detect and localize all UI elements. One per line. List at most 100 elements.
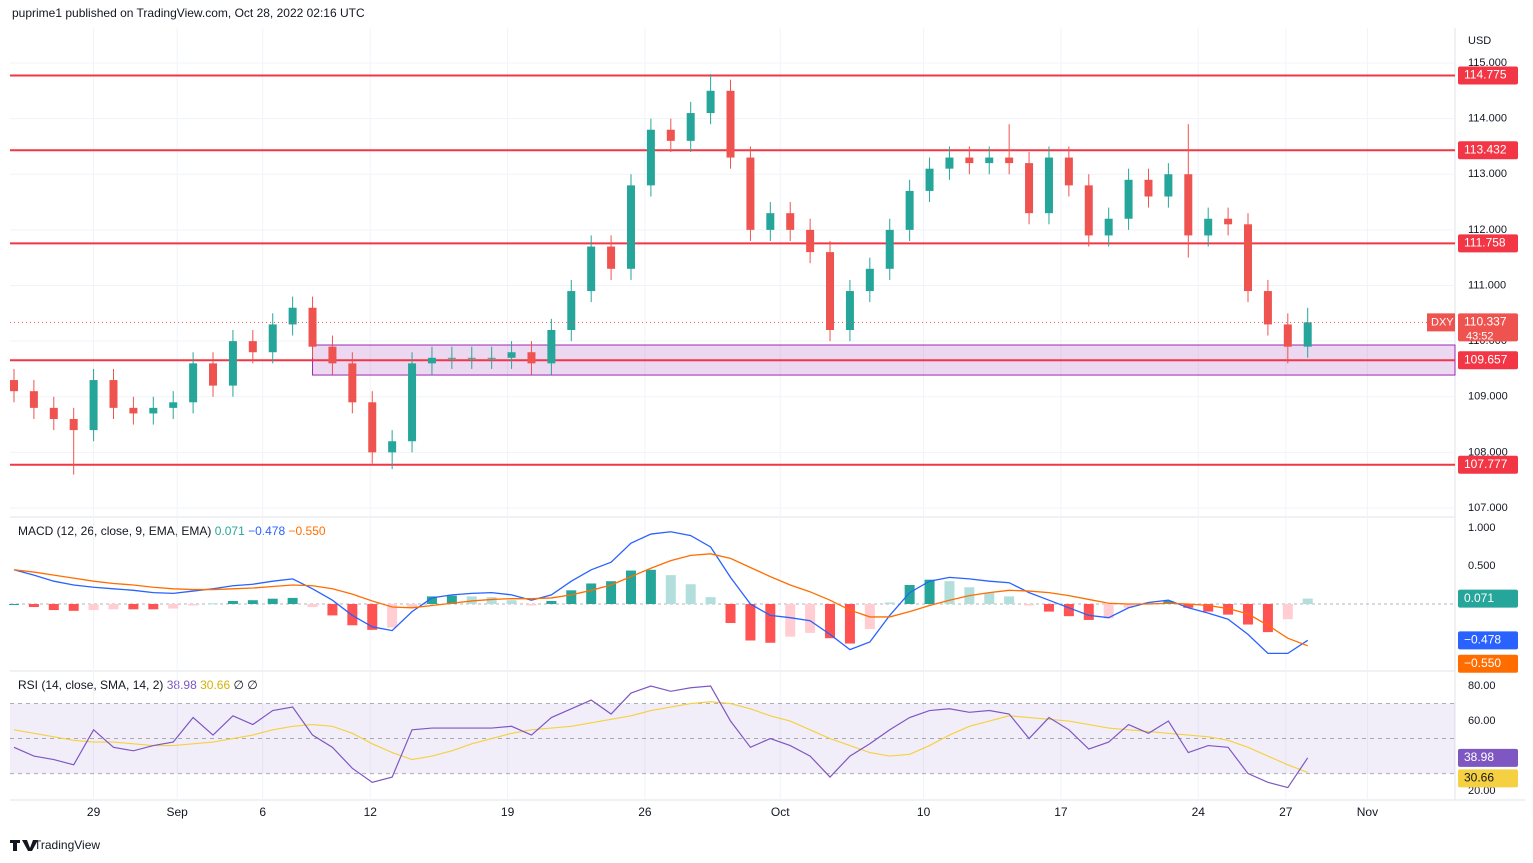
histogram-bar bbox=[606, 581, 617, 604]
histogram-bar bbox=[685, 584, 696, 604]
macd-label: −0.478 bbox=[1464, 633, 1501, 647]
histogram-bar bbox=[247, 600, 258, 604]
candle-body bbox=[965, 157, 974, 164]
countdown: 43:52 bbox=[1466, 330, 1494, 342]
histogram-bar bbox=[287, 597, 298, 604]
line bbox=[13, 685, 1309, 789]
candle-body bbox=[308, 307, 317, 347]
candle-body bbox=[746, 157, 755, 230]
histogram-bar bbox=[28, 603, 39, 608]
histogram-bar bbox=[1282, 603, 1293, 620]
candle-body bbox=[29, 391, 38, 408]
y-tick-label: 111.000 bbox=[1468, 279, 1506, 291]
histogram-bar bbox=[586, 583, 597, 604]
histogram-bar bbox=[128, 603, 139, 610]
macd-hist-value: 0.071 bbox=[215, 524, 245, 538]
histogram-bar bbox=[108, 603, 119, 610]
histogram-bar bbox=[8, 603, 19, 605]
histogram-bar bbox=[1163, 600, 1174, 604]
histogram-bar bbox=[625, 570, 636, 604]
x-tick-label: 6 bbox=[259, 805, 266, 819]
y-tick-label: 114.000 bbox=[1468, 113, 1507, 125]
x-tick-label: Oct bbox=[771, 805, 790, 819]
level-label: 107.777 bbox=[1464, 457, 1508, 471]
rsi-label: 38.98 bbox=[1464, 750, 1494, 764]
sma-label-box bbox=[1458, 769, 1518, 788]
last-price-box bbox=[1458, 313, 1518, 342]
macd-header: MACD (12, 26, close, 9, EMA, EMA) 0.071 … bbox=[18, 524, 326, 538]
histogram-bar bbox=[387, 603, 398, 628]
candle-body bbox=[388, 441, 397, 453]
level-label-box bbox=[1458, 351, 1518, 370]
candle-body bbox=[1244, 224, 1253, 292]
x-tick-label: Nov bbox=[1357, 805, 1378, 819]
sma-label: 30.66 bbox=[1464, 771, 1494, 785]
candle-body bbox=[487, 357, 496, 359]
histogram-bar bbox=[506, 600, 517, 604]
candle-body bbox=[348, 363, 357, 403]
macd-title: MACD (12, 26, close, 9, EMA, EMA) bbox=[18, 524, 211, 538]
candle-body bbox=[646, 129, 655, 186]
histogram-bar bbox=[466, 596, 477, 604]
y-tick-label: 107.000 bbox=[1468, 502, 1508, 514]
candle-body bbox=[89, 380, 98, 431]
hist-label: 0.071 bbox=[1464, 591, 1494, 605]
histogram-bar bbox=[426, 596, 437, 604]
candle-body bbox=[527, 352, 536, 364]
candle-body bbox=[626, 185, 635, 269]
candle-body bbox=[447, 357, 456, 359]
histogram-bar bbox=[88, 603, 99, 611]
histogram-bar bbox=[805, 603, 816, 633]
x-tick-label: 17 bbox=[1054, 805, 1068, 819]
level-label: 114.775 bbox=[1464, 68, 1507, 82]
candle-body bbox=[925, 168, 934, 191]
candle-body bbox=[766, 213, 775, 230]
histogram-bar bbox=[1024, 603, 1035, 606]
logo bbox=[10, 840, 38, 851]
level-label-box bbox=[1458, 66, 1518, 85]
signal-label-box bbox=[1458, 654, 1518, 673]
attribution: puprime1 published on TradingView.com, O… bbox=[12, 6, 365, 20]
candle-body bbox=[806, 229, 815, 253]
candle-body bbox=[686, 113, 695, 141]
candle-body bbox=[408, 363, 417, 442]
candle-body bbox=[1084, 185, 1093, 236]
candle-body bbox=[1005, 157, 1014, 164]
candle-body bbox=[1184, 174, 1193, 236]
candle-body bbox=[129, 407, 138, 414]
candle-body bbox=[9, 380, 18, 392]
candle-body bbox=[1204, 218, 1213, 236]
level-label: 109.657 bbox=[1464, 352, 1508, 366]
candle-body bbox=[507, 352, 516, 358]
candle-body bbox=[905, 190, 914, 230]
candle-body bbox=[328, 346, 337, 364]
histogram-bar bbox=[48, 603, 59, 611]
candle-body bbox=[1283, 324, 1292, 347]
symbol-box bbox=[1427, 313, 1455, 332]
histogram-bar bbox=[1123, 603, 1134, 608]
x-tick-label: Sep bbox=[167, 805, 189, 819]
histogram-bar bbox=[526, 603, 537, 606]
signal-value: −0.550 bbox=[289, 524, 326, 538]
candle-body bbox=[209, 363, 218, 386]
histogram-bar bbox=[188, 603, 199, 606]
histogram-bar bbox=[1223, 603, 1234, 615]
histogram-bar bbox=[984, 592, 995, 604]
level-label: 111.758 bbox=[1464, 235, 1506, 249]
candle-body bbox=[1164, 174, 1173, 197]
level-label: 113.432 bbox=[1464, 142, 1507, 156]
candle-body bbox=[149, 407, 158, 414]
x-tick-label: 19 bbox=[501, 805, 515, 819]
histogram-bar bbox=[725, 603, 736, 623]
histogram-bar bbox=[1203, 603, 1214, 612]
candle-body bbox=[786, 213, 795, 230]
histogram-bar bbox=[745, 603, 756, 641]
last-price: 110.337 bbox=[1464, 315, 1507, 329]
candle-body bbox=[845, 291, 854, 330]
macd-value: −0.478 bbox=[248, 524, 285, 538]
level-label-box bbox=[1458, 234, 1518, 253]
candle-body bbox=[1044, 157, 1053, 214]
